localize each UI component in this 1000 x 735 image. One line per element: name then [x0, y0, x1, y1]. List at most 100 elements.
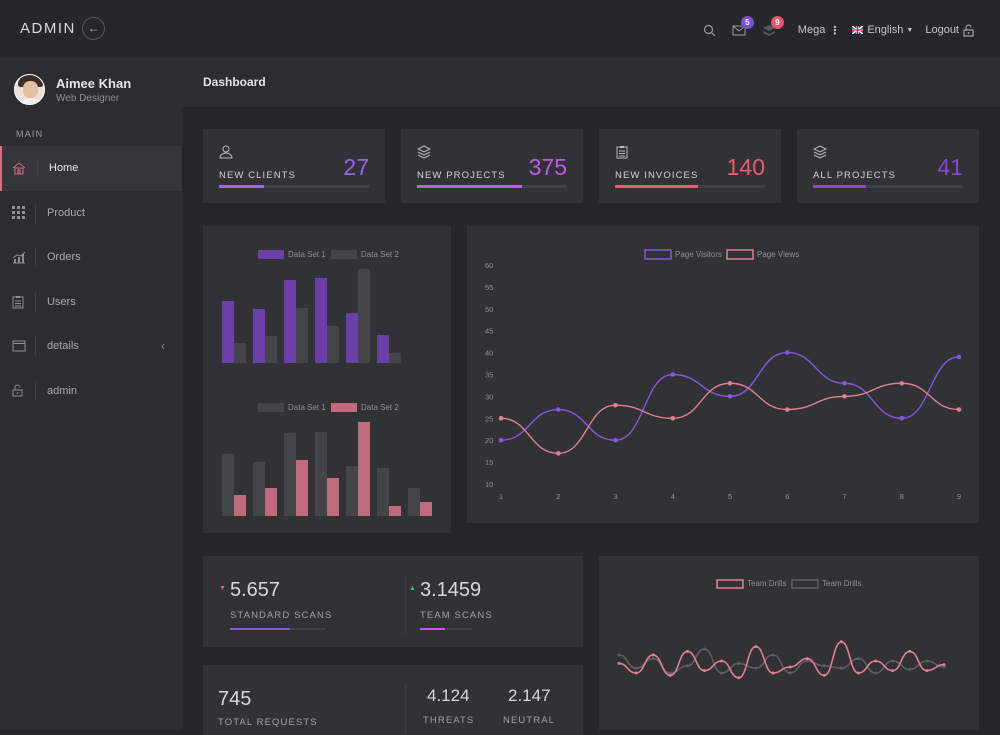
chevron-left-icon: ‹	[161, 339, 165, 354]
x-tick-label: 3	[614, 492, 618, 501]
top-bar: ADMIN ← 5 9 Mega ⋮ English ▼ Logout	[0, 0, 1000, 58]
scans-card: ▼ 5.657 STANDARD SCANS ▲ 3.1459 TEAM SCA…	[203, 556, 583, 647]
sidebar-item-label: Home	[49, 162, 79, 175]
data-point	[703, 647, 707, 651]
stat-label: ALL PROJECTS	[813, 170, 897, 181]
data-point	[617, 653, 621, 657]
data-point	[788, 671, 792, 675]
total-requests-value: 745	[218, 688, 252, 710]
threats-value: 4.124	[427, 686, 470, 705]
sidebar-item-label: Users	[47, 295, 76, 308]
data-point	[634, 666, 638, 670]
bar-chart-bottom: Data Set 1 Data Set 2	[222, 403, 432, 516]
sidebar-item-home[interactable]: Home	[0, 146, 182, 191]
data-point	[720, 671, 724, 675]
legend-label-1: Data Set 1	[288, 250, 326, 259]
stat-progress	[615, 185, 765, 188]
series-line	[500, 382, 960, 455]
data-point	[839, 640, 843, 644]
search-button[interactable]	[703, 24, 716, 37]
y-tick-label: 55	[485, 283, 493, 292]
bar	[315, 278, 327, 363]
data-point	[668, 671, 672, 675]
user-profile[interactable]: Aimee Khan Web Designer	[14, 74, 131, 105]
stat-progress	[417, 185, 567, 188]
neutral-value: 2.147	[508, 686, 551, 705]
standard-scans-bar	[230, 628, 326, 630]
language-dropdown[interactable]: English ▼	[852, 24, 913, 36]
legend-label-2: Data Set 2	[361, 250, 399, 259]
team-scans-label: TEAM SCANS	[420, 610, 493, 621]
bar	[265, 336, 277, 363]
uk-flag-icon	[852, 26, 864, 34]
sidebar-item-product[interactable]: Product	[0, 191, 182, 236]
bar	[327, 478, 339, 516]
stat-progress	[813, 185, 963, 188]
series-line	[618, 640, 945, 679]
data-point	[737, 676, 741, 680]
divider	[405, 685, 406, 735]
bar	[377, 335, 389, 363]
x-tick-label: 9	[957, 492, 961, 501]
data-point	[613, 402, 618, 408]
series-line	[618, 648, 945, 674]
stat-value: 41	[937, 154, 963, 180]
profile-name: Aimee Khan	[56, 75, 132, 91]
neutral-label: NEUTRAL	[503, 715, 556, 726]
mega-menu-button[interactable]: Mega ⋮	[798, 24, 841, 37]
total-requests-label: TOTAL REQUESTS	[218, 717, 318, 728]
sidebar: Aimee Khan Web Designer MAIN Home Produc…	[0, 58, 182, 730]
y-tick-label: 35	[485, 371, 493, 380]
data-point	[942, 665, 946, 669]
caret-down-icon: ▼	[219, 585, 226, 592]
legend-label-1: Page Visitors	[675, 250, 722, 259]
layers-badge: 9	[770, 15, 784, 29]
data-point	[784, 407, 790, 412]
x-tick-label: 2	[556, 492, 560, 501]
data-point	[956, 407, 962, 412]
data-point	[842, 394, 847, 399]
data-point	[685, 649, 689, 653]
standard-scans-label: STANDARD SCANS	[230, 610, 333, 621]
data-point	[856, 671, 860, 675]
sidebar-item-details[interactable]: details ‹	[0, 324, 182, 369]
bar	[222, 301, 234, 363]
x-tick-label: 5	[728, 492, 732, 501]
page-visitors-line-chart: Page Visitors Page Views 101520253035404…	[485, 249, 962, 501]
x-tick-label: 6	[785, 492, 789, 501]
data-point	[668, 673, 672, 677]
sidebar-item-label: admin	[47, 384, 77, 397]
data-point	[670, 372, 676, 377]
line-chart-card: Page Visitors Page Views 10 15 20 25 30 35 40 4…	[467, 226, 979, 523]
data-point	[555, 407, 561, 412]
data-point	[613, 437, 618, 443]
legend-swatch-1	[258, 403, 284, 412]
stat-progress-fill	[615, 185, 698, 188]
mail-badge: 5	[740, 16, 754, 29]
bar	[296, 308, 308, 363]
bar-chart-top: Data Set 1 Data Set 2	[222, 250, 401, 363]
data-point	[720, 659, 724, 663]
y-tick-label: 15	[485, 458, 493, 467]
logout-button[interactable]: Logout	[925, 24, 974, 37]
legend-label-1: Team Drills	[747, 579, 787, 588]
stat-label: NEW CLIENTS	[219, 170, 297, 181]
stat-card-all-projects: ALL PROJECTS 41	[797, 129, 979, 203]
layers-button[interactable]: 9	[762, 15, 784, 37]
data-point	[727, 394, 733, 399]
data-point	[908, 649, 912, 653]
stat-progress-fill	[813, 185, 866, 188]
y-tick-label: 60	[485, 261, 493, 270]
sidebar-item-users[interactable]: Users	[0, 280, 182, 325]
sidebar-item-admin[interactable]: admin	[0, 369, 182, 414]
mega-label: Mega	[797, 24, 826, 36]
user-icon	[219, 145, 233, 159]
sidebar-toggle-button[interactable]: ←	[82, 17, 105, 40]
sidebar-item-label: Product	[47, 206, 85, 219]
sidebar-item-orders[interactable]: Orders	[0, 235, 182, 280]
stat-value: 140	[726, 154, 765, 180]
data-point	[874, 659, 878, 663]
data-point	[703, 669, 707, 673]
mail-button[interactable]: 5	[732, 16, 754, 36]
legend-label-2: Page Views	[757, 250, 799, 259]
